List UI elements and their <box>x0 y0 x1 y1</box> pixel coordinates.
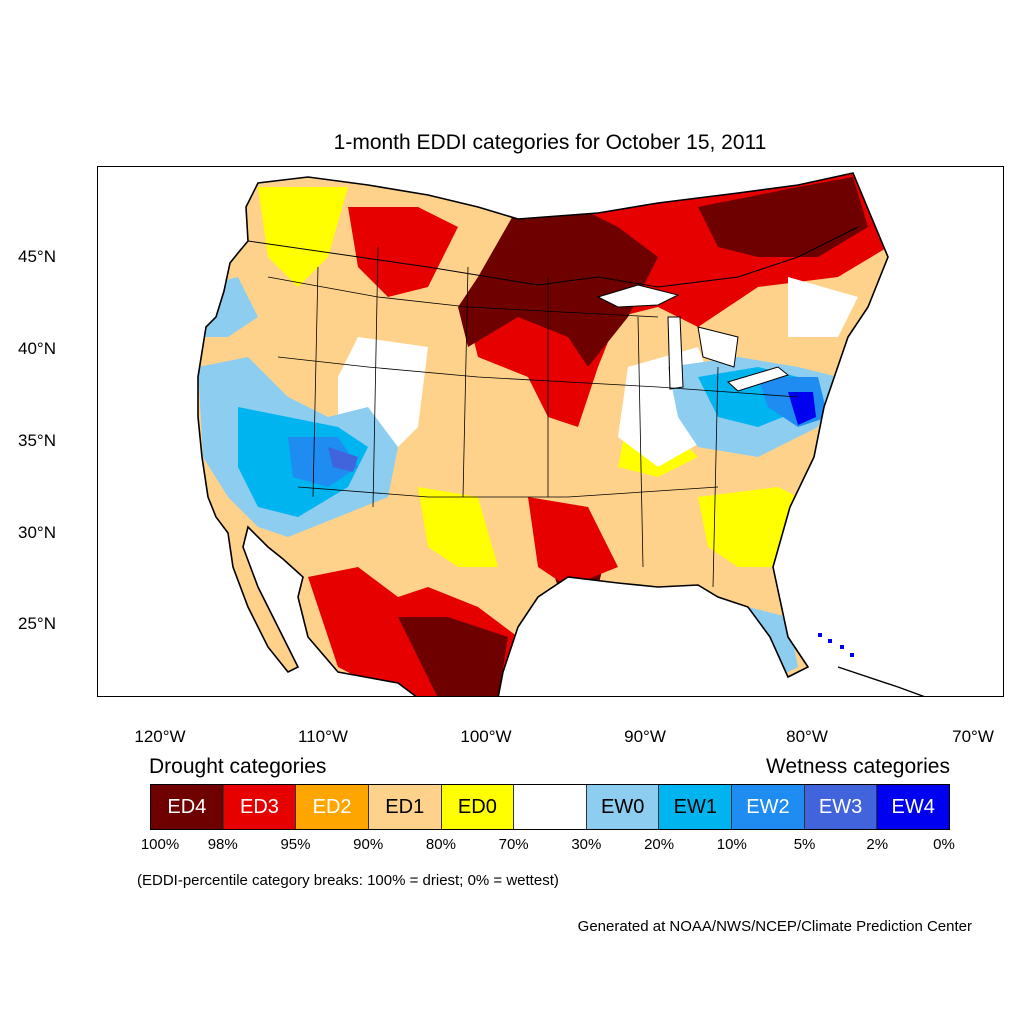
legend-box-ed2: ED2 <box>296 785 369 829</box>
percentile-break: 10% <box>716 836 747 853</box>
lat-label-35: 35°N <box>18 431 56 450</box>
legend-box-ed0: ED0 <box>441 785 515 829</box>
percentile-break: 20% <box>644 836 675 853</box>
lat-label-40: 40°N <box>18 339 56 358</box>
lon-label-110: 110°W <box>298 727 348 746</box>
lat-label-30: 30°N <box>18 523 56 542</box>
legend-box-ew2: EW2 <box>732 785 805 829</box>
map-frame <box>97 166 1004 697</box>
percentile-break: 80% <box>425 836 456 853</box>
category-note: (EDDI-percentile category breaks: 100% =… <box>137 872 559 889</box>
category-legend: ED4 ED3 ED2 ED1 ED0 EW0 EW1 EW2 EW3 EW4 <box>150 784 950 830</box>
percentile-break: 0% <box>933 836 955 853</box>
legend-box-ed1: ED1 <box>368 785 442 829</box>
percentile-break: 2% <box>866 836 889 853</box>
legend-box-ew3: EW3 <box>804 785 878 829</box>
percentile-break: 95% <box>280 836 311 853</box>
lat-label-25: 25°N <box>18 614 56 633</box>
wetness-categories-label: Wetness categories <box>765 755 950 778</box>
percentile-break: 98% <box>207 836 238 853</box>
percentile-break: 5% <box>793 836 816 853</box>
eddi-map <box>197 172 925 696</box>
lat-label-45: 45°N <box>18 247 56 266</box>
drought-categories-label: Drought categories <box>149 755 327 778</box>
percentile-break: 90% <box>353 836 384 853</box>
lon-label-70: 70°W <box>952 727 994 746</box>
legend-box-ew1: EW1 <box>659 785 733 829</box>
legend-box-ed3: ED3 <box>223 785 297 829</box>
lon-label-90: 90°W <box>624 727 666 746</box>
map-title: 1-month EDDI categories for October 15, … <box>333 131 767 154</box>
legend-box-ew0: EW0 <box>586 785 660 829</box>
percentile-break: 30% <box>571 836 602 853</box>
percentile-break: 70% <box>498 836 529 853</box>
legend-box-ew4: EW4 <box>877 785 950 829</box>
percentile-break: 100% <box>140 836 180 853</box>
lon-label-80: 80°W <box>786 727 828 746</box>
legend-box-ed4: ED4 <box>151 785 224 829</box>
legend-box-normal <box>514 785 587 829</box>
lon-label-120: 120°W <box>134 727 186 746</box>
lon-label-100: 100°W <box>460 727 512 746</box>
credit-text: Generated at NOAA/NWS/NCEP/Climate Predi… <box>577 918 972 935</box>
